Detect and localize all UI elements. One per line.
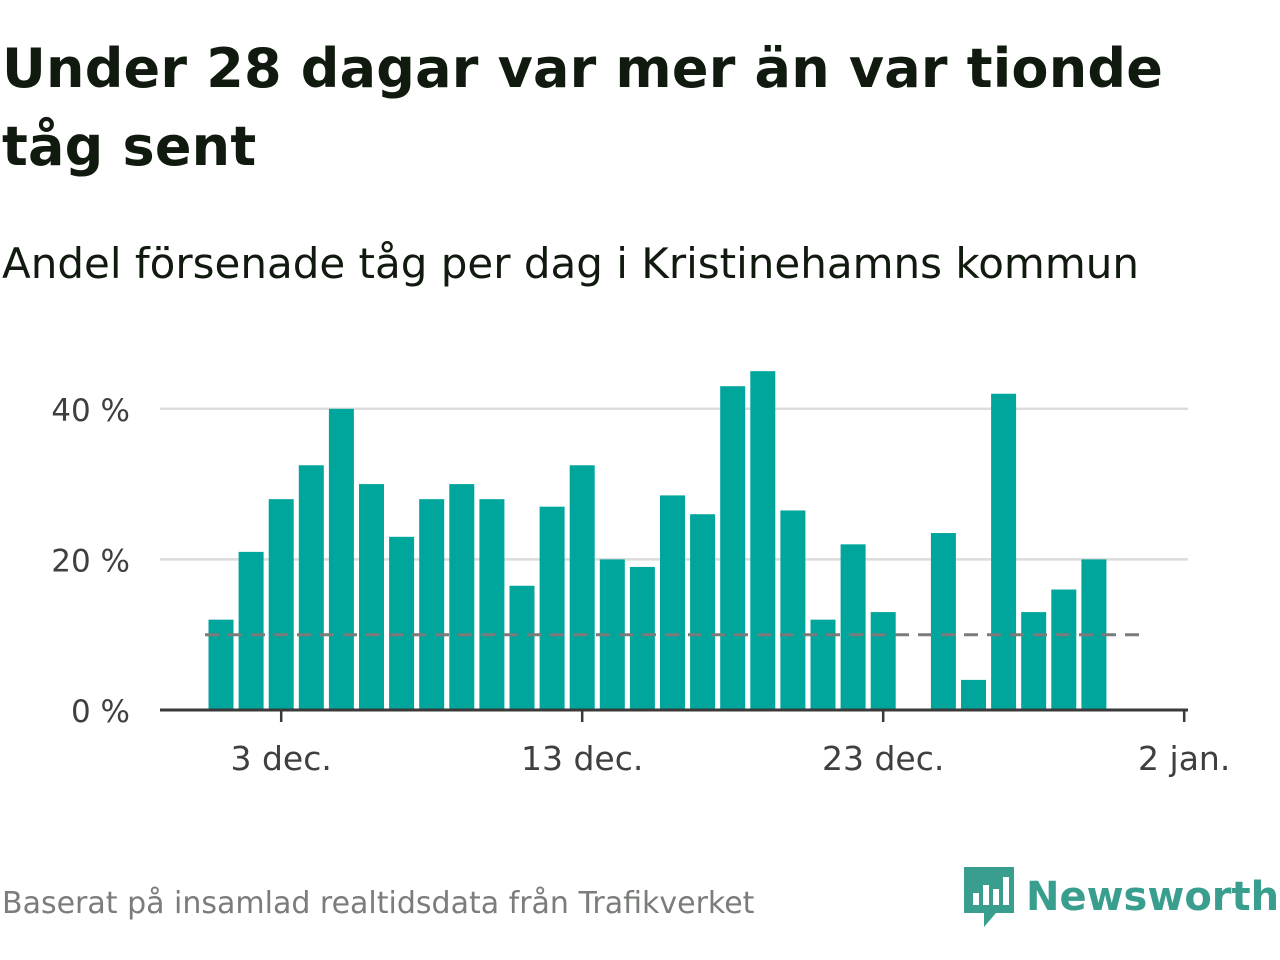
brand-logo[interactable]: Newsworthy — [962, 862, 1280, 932]
bar — [419, 499, 445, 710]
bar — [870, 612, 896, 710]
y-tick-label: 20 % — [51, 543, 130, 579]
bar — [449, 484, 475, 710]
x-tick-label: 13 dec. — [521, 739, 643, 778]
bar — [1051, 589, 1077, 710]
bar — [238, 551, 264, 710]
bar — [961, 679, 986, 710]
x-tick-label: 23 dec. — [822, 739, 944, 778]
bar — [750, 371, 776, 710]
bar — [359, 484, 384, 710]
bar — [1021, 612, 1047, 710]
bar-chart: 0 % 20 % 40 % 3 dec. 13 dec. 23 dec. 2 jan. — [51, 371, 1230, 778]
chart-subtitle: Andel försenade tåg per dag i Kristineha… — [2, 239, 1139, 288]
brand-name: Newsworthy — [1026, 874, 1280, 920]
bar — [479, 499, 505, 710]
bar — [509, 585, 535, 710]
bar — [810, 619, 836, 710]
bar — [660, 495, 685, 710]
bar — [690, 514, 716, 710]
bar — [780, 510, 806, 710]
chart-title: Under 28 dagar var mer än var tionde tåg… — [2, 37, 1164, 178]
bar — [569, 465, 595, 710]
bar — [629, 566, 655, 710]
x-tick-label: 3 dec. — [231, 739, 332, 778]
y-tick-label: 0 % — [71, 694, 130, 730]
bar — [720, 386, 746, 710]
bar — [840, 544, 866, 710]
bar — [328, 408, 354, 710]
bar — [930, 533, 956, 710]
y-tick-label: 40 % — [51, 393, 130, 429]
bar — [991, 393, 1017, 710]
bar — [389, 536, 415, 710]
x-tick-label: 2 jan. — [1138, 739, 1230, 778]
source-note: Baserat på insamlad realtidsdata från Tr… — [2, 886, 755, 921]
bar — [208, 619, 234, 710]
bar — [268, 499, 294, 710]
bar — [539, 506, 565, 710]
bar — [298, 465, 324, 710]
newsworthy-logo-icon — [964, 867, 1014, 927]
